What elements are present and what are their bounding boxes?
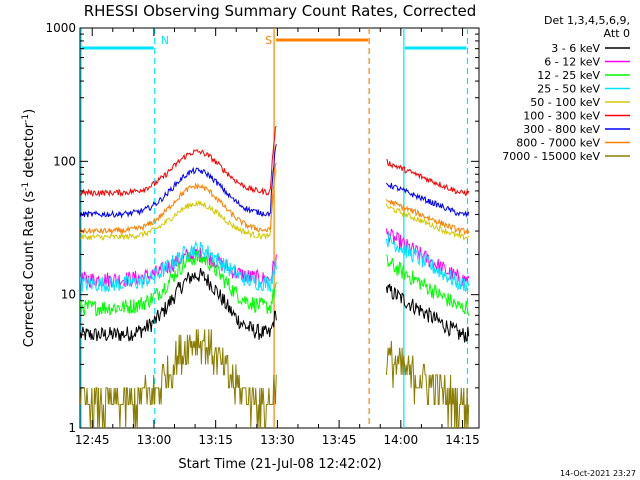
- x-axis-label: Start Time (21-Jul-08 12:42:02): [178, 457, 381, 472]
- legend-entry: 6 - 12 keV: [544, 56, 630, 69]
- y-axis-label: Corrected Count Rate (s-1 detector-1): [21, 109, 37, 347]
- series-line-post: [385, 182, 470, 218]
- series-12-25keV: [80, 249, 470, 317]
- legend-entry: 300 - 800 keV: [523, 123, 630, 136]
- series-line-post: [385, 283, 470, 343]
- series-800-7000keV: [80, 162, 470, 236]
- legend-label: 100 - 300 keV: [523, 110, 600, 123]
- x-tick-label: 13:45: [322, 433, 357, 447]
- series-7000-15000keV: [80, 329, 470, 428]
- legend-label: 7000 - 15000 keV: [502, 150, 600, 163]
- legend-entry: 3 - 6 keV: [551, 42, 630, 55]
- legend-label: 800 - 7000 keV: [516, 137, 600, 150]
- series-layer: [80, 125, 470, 428]
- series-line-post: [385, 340, 470, 428]
- series-300-800keV: [80, 144, 470, 219]
- annotation-S: S: [265, 28, 370, 428]
- series-line-pre: [80, 169, 277, 241]
- y-tick-label: 1000: [45, 21, 76, 35]
- legend-label: 25 - 50 keV: [537, 83, 600, 96]
- annotation-label: S: [265, 34, 272, 47]
- series-50-100keV: [80, 169, 470, 241]
- x-tick-label: 13:30: [260, 433, 295, 447]
- series-line-post: [385, 254, 470, 316]
- plot-frame: [79, 27, 480, 429]
- series-25-50keV: [80, 230, 470, 293]
- series-line-pre: [80, 249, 277, 317]
- series-line-pre: [80, 329, 277, 428]
- x-tick-label: 13:15: [198, 433, 233, 447]
- legend-label: 50 - 100 keV: [530, 96, 600, 109]
- legend-header-line-2: Att 0: [604, 27, 630, 40]
- series-line-pre: [80, 240, 277, 293]
- y-tick-label: 1: [68, 421, 76, 435]
- footer-date: 14-Oct-2021 23:27: [560, 469, 636, 478]
- legend-entry: 25 - 50 keV: [537, 83, 630, 96]
- legend-entry: 7000 - 15000 keV: [502, 150, 630, 163]
- series-line-pre: [80, 162, 277, 236]
- legend-entry: 12 - 25 keV: [537, 69, 630, 82]
- legend-label: 3 - 6 keV: [551, 42, 600, 55]
- series-line-pre: [80, 144, 277, 219]
- x-tick-label: 12:45: [75, 433, 110, 447]
- legend-entry: 800 - 7000 keV: [516, 137, 630, 150]
- legend-label: 12 - 25 keV: [537, 69, 600, 82]
- x-tick-label: 13:00: [137, 433, 172, 447]
- y-tick-label: 10: [61, 288, 76, 302]
- series-line-post: [385, 230, 470, 293]
- series-100-300keV: [80, 125, 470, 198]
- x-tick-label: 14:15: [445, 433, 480, 447]
- annotation-label: N: [161, 34, 169, 47]
- series-line-pre: [80, 268, 277, 342]
- legend-label: 6 - 12 keV: [544, 56, 600, 69]
- legend-entry: 50 - 100 keV: [530, 96, 630, 109]
- legend-label: 300 - 800 keV: [523, 123, 600, 136]
- legend-entry: 100 - 300 keV: [523, 110, 630, 123]
- series-line-pre: [80, 125, 277, 198]
- x-tick-label: 14:00: [384, 433, 419, 447]
- legend-header-line-1: Det 1,3,4,5,6,9,: [544, 14, 630, 27]
- y-tick-label: 100: [53, 154, 76, 168]
- series-line-post: [385, 203, 470, 241]
- series-line-post: [385, 199, 470, 236]
- chart-title: RHESSI Observing Summary Count Rates, Co…: [84, 2, 477, 20]
- series-line-post: [386, 158, 470, 196]
- axis-layer: 1 10 100 1000 12:45 13:00 13:15 13:30 13:45 14:00…: [45, 21, 479, 447]
- series-3-6keV: [80, 268, 470, 343]
